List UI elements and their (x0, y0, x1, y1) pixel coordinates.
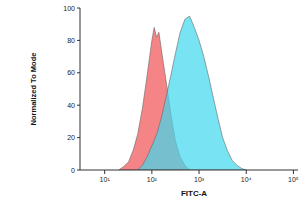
y-axis-label: Normalized To Mode (29, 53, 38, 126)
y-tick-label: 40 (67, 102, 75, 109)
y-tick-label: 60 (67, 69, 75, 76)
x-tick-label: 10² (147, 176, 158, 183)
x-axis-label: FITC-A (181, 189, 207, 198)
y-tick (77, 137, 80, 138)
chart: 0 20 40 60 80 100 10¹ 10² 10³ 10⁴ 10⁵ FITC-A Normali… (0, 0, 300, 200)
x-tick (199, 170, 200, 174)
y-tick (77, 8, 80, 9)
plot-area (119, 16, 246, 170)
y-axis (80, 8, 81, 170)
x-tick-label: 10¹ (100, 176, 111, 183)
y-tick-label: 0 (71, 167, 75, 174)
x-tick (246, 170, 247, 174)
histogram-area (138, 16, 247, 170)
x-tick (104, 170, 105, 174)
x-tick-label: 10⁵ (288, 176, 299, 183)
y-tick (77, 40, 80, 41)
y-tick-label: 20 (67, 134, 75, 141)
y-tick-label: 100 (63, 5, 75, 12)
y-tick (77, 72, 80, 73)
x-tick (293, 170, 294, 174)
y-tick-label: 80 (67, 37, 75, 44)
y-tick (77, 105, 80, 106)
y-tick (77, 170, 80, 171)
x-tick-label: 10³ (194, 176, 205, 183)
x-tick (151, 170, 152, 174)
x-axis (80, 170, 298, 171)
x-tick-label: 10⁴ (241, 176, 252, 183)
